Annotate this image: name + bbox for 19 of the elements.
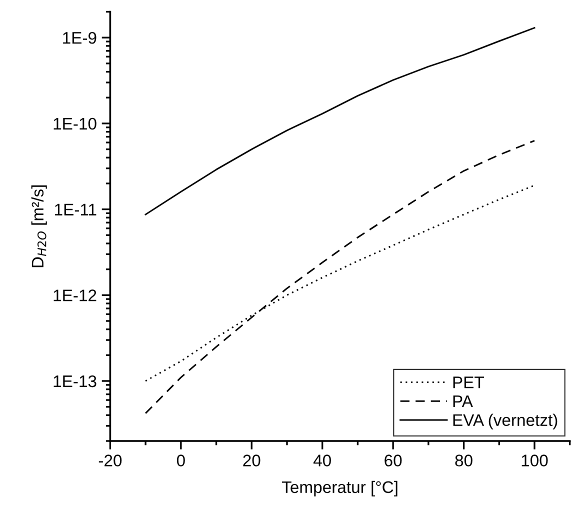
x-tick-label: 100 bbox=[522, 454, 548, 466]
y-tick-label: 1E-12 bbox=[54, 290, 96, 302]
x-tick-label: 40 bbox=[313, 454, 331, 466]
legend-label: PET bbox=[453, 376, 484, 388]
y-tick-label: 1E-9 bbox=[63, 32, 96, 44]
y-tick-label: 1E-11 bbox=[55, 204, 96, 216]
x-tick-label: 80 bbox=[455, 454, 472, 466]
line-series bbox=[144, 140, 536, 414]
x-tick-label: -20 bbox=[98, 454, 122, 466]
legend-label: EVA (vernetzt) bbox=[453, 414, 558, 430]
line-series bbox=[144, 27, 536, 216]
y-tick-label: 1E-13 bbox=[54, 375, 96, 388]
x-tick-label: 60 bbox=[384, 454, 402, 466]
x-tick-label: 20 bbox=[243, 454, 260, 466]
x-tick-label: 0 bbox=[176, 454, 185, 466]
y-tick-label: 1E-10 bbox=[54, 118, 96, 130]
y-axis-title: D$_{H2O}$ [m²/s] bbox=[31, 185, 47, 268]
legend-label: PA bbox=[453, 396, 473, 407]
x-axis-title: Temperatur [°C] bbox=[282, 480, 398, 496]
